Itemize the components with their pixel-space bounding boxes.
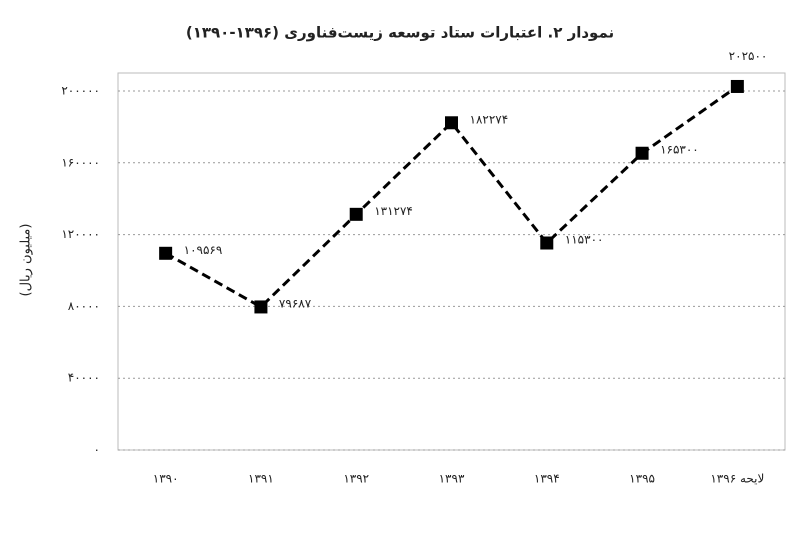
y-tick-label: ۲۰۰۰۰۰: [61, 83, 100, 97]
y-tick-label: ۱۲۰۰۰۰: [61, 227, 100, 241]
y-tick-label: ۸۰۰۰۰: [68, 299, 100, 313]
y-axis-label: (میلیون ریال): [19, 224, 34, 297]
x-tick-label: لایحه ۱۳۹۶: [710, 472, 764, 486]
data-label: ۱۰۹۵۶۹: [184, 243, 223, 257]
x-tick-label: ۱۳۹۵: [629, 472, 655, 486]
chart-title: نمودار ۲. اعتبارات ستاد توسعه زیست‌فناور…: [186, 24, 614, 42]
data-label: ۱۳۱۲۷۴: [374, 204, 413, 218]
y-tick-label: ۴۰۰۰۰: [68, 371, 100, 385]
marker: [254, 300, 268, 314]
marker: [540, 236, 554, 250]
marker: [635, 146, 649, 160]
plot-frame: [117, 72, 786, 451]
y-tick-label: ۰: [94, 443, 100, 457]
y-tick-label: ۱۶۰۰۰۰: [61, 155, 100, 169]
marker: [730, 79, 744, 93]
data-label: ۱۸۲۲۷۴: [470, 112, 509, 126]
marker: [159, 246, 173, 260]
data-label: ۱۱۵۳۰۰: [565, 233, 604, 247]
data-label: ۷۹۶۸۷: [279, 296, 312, 310]
marker: [349, 207, 363, 221]
x-tick-label: ۱۳۹۲: [343, 472, 369, 486]
x-tick-label: ۱۳۹۱: [248, 472, 274, 486]
x-tick-label: ۱۳۹۴: [534, 472, 560, 486]
x-tick-label: ۱۳۹۳: [439, 472, 465, 486]
marker: [445, 116, 458, 130]
data-label: ۱۶۵۳۰۰: [660, 143, 699, 157]
data-label: ۲۰۲۵۰۰: [729, 49, 768, 63]
x-tick-label: ۱۳۹۰: [153, 472, 179, 486]
